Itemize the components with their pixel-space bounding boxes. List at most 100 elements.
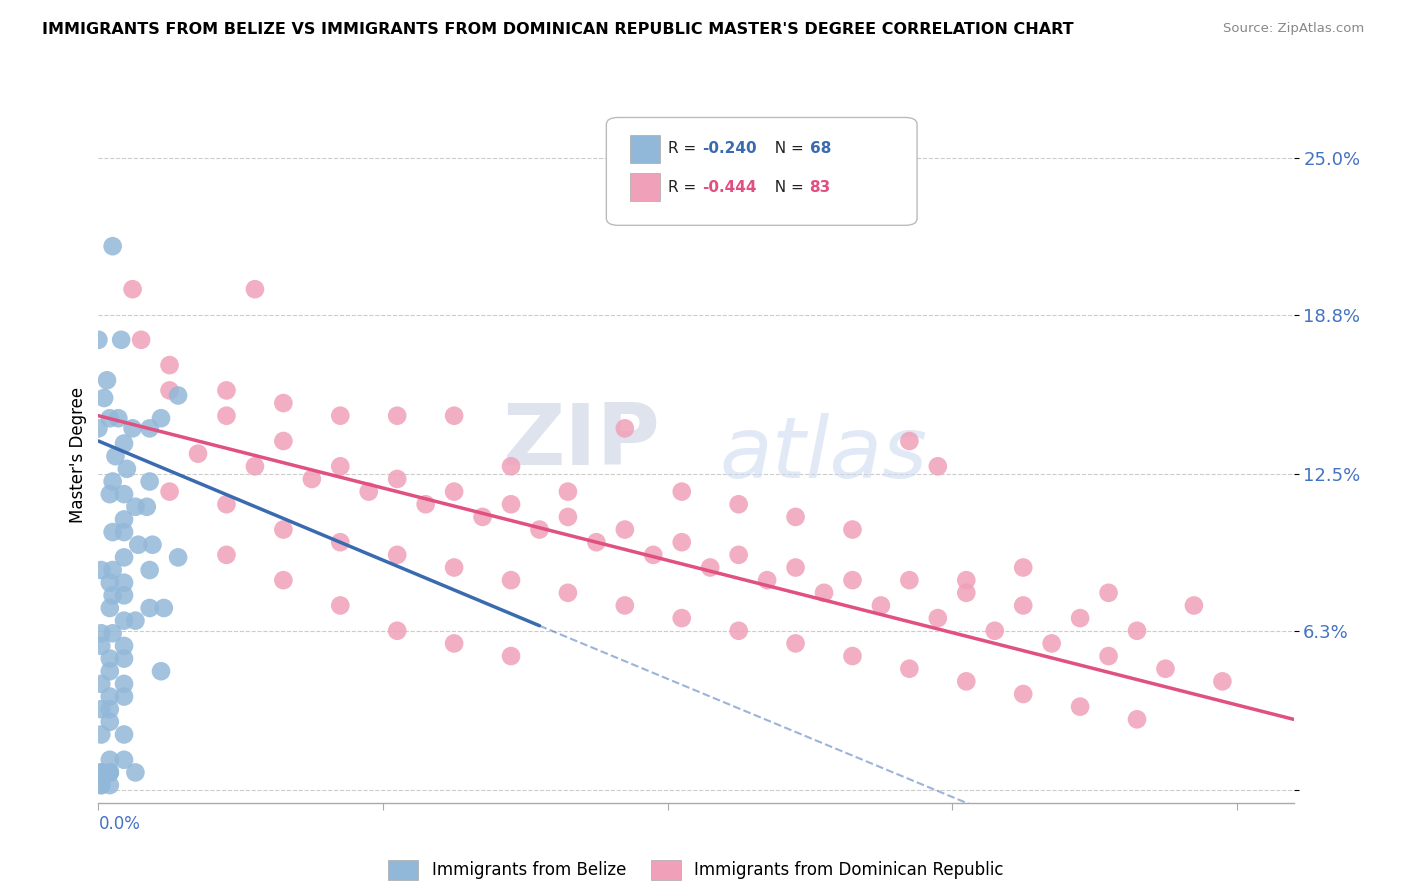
Point <box>385 409 409 423</box>
Point <box>1182 599 1205 613</box>
Point <box>127 538 149 552</box>
Point <box>90 765 112 780</box>
Point <box>112 651 135 665</box>
Point <box>187 447 209 461</box>
Point <box>927 459 949 474</box>
Legend: Immigrants from Belize, Immigrants from Dominican Republic: Immigrants from Belize, Immigrants from … <box>381 853 1011 887</box>
Bar <box>630 173 661 201</box>
Point <box>112 550 135 565</box>
Point <box>167 388 190 402</box>
Point <box>898 662 921 676</box>
Text: 0.0%: 0.0% <box>98 815 141 833</box>
Point <box>215 409 238 423</box>
Point <box>167 550 190 565</box>
Point <box>138 563 160 577</box>
Point <box>124 614 146 628</box>
Point <box>813 586 835 600</box>
Point <box>150 411 173 425</box>
Point <box>1012 560 1035 574</box>
Point <box>159 384 181 398</box>
Point <box>110 333 132 347</box>
Point <box>124 500 146 514</box>
Point <box>671 535 693 549</box>
Point <box>329 409 352 423</box>
Point <box>727 497 749 511</box>
Point <box>98 575 121 590</box>
Point <box>529 523 551 537</box>
Point <box>499 497 522 511</box>
Point <box>138 421 160 435</box>
Point <box>98 651 121 665</box>
Point <box>329 459 352 474</box>
Point <box>301 472 323 486</box>
Point <box>898 434 921 448</box>
Point <box>98 665 121 679</box>
Point <box>1069 611 1091 625</box>
Point <box>613 523 636 537</box>
Point <box>101 239 124 253</box>
Point <box>101 626 124 640</box>
Point <box>443 560 465 574</box>
Point <box>1126 712 1149 726</box>
Point <box>112 436 135 450</box>
Point <box>1126 624 1149 638</box>
Point <box>112 727 135 741</box>
Bar <box>630 135 661 162</box>
Point <box>273 434 295 448</box>
Point <box>112 487 135 501</box>
Point <box>112 512 135 526</box>
Point <box>785 509 807 524</box>
Point <box>90 727 112 741</box>
Point <box>98 487 121 501</box>
Text: R =: R = <box>668 179 702 194</box>
Text: -0.444: -0.444 <box>702 179 756 194</box>
Point <box>129 333 152 347</box>
Point <box>96 373 118 387</box>
Point <box>104 449 127 463</box>
Point <box>153 601 176 615</box>
Point <box>101 563 124 577</box>
Point <box>141 538 163 552</box>
Point <box>98 778 121 792</box>
Point <box>243 282 266 296</box>
Point <box>557 586 579 600</box>
Point <box>955 674 977 689</box>
Point <box>98 411 121 425</box>
Point <box>90 765 112 780</box>
Point <box>329 535 352 549</box>
Point <box>112 639 135 653</box>
Point <box>613 421 636 435</box>
Point <box>98 601 121 615</box>
Point <box>927 611 949 625</box>
Point <box>443 636 465 650</box>
Point <box>613 599 636 613</box>
Text: IMMIGRANTS FROM BELIZE VS IMMIGRANTS FROM DOMINICAN REPUBLIC MASTER'S DEGREE COR: IMMIGRANTS FROM BELIZE VS IMMIGRANTS FRO… <box>42 22 1074 37</box>
Point <box>841 573 863 587</box>
Y-axis label: Master's Degree: Master's Degree <box>69 387 87 523</box>
Point <box>112 575 135 590</box>
Point <box>273 573 295 587</box>
Point <box>841 523 863 537</box>
Point <box>870 599 893 613</box>
Point <box>1040 636 1063 650</box>
Point <box>101 475 124 489</box>
Point <box>785 560 807 574</box>
Text: -0.240: -0.240 <box>702 141 756 156</box>
Point <box>273 523 295 537</box>
Point <box>443 409 465 423</box>
Point <box>121 421 143 435</box>
Point <box>112 614 135 628</box>
Point <box>785 636 807 650</box>
FancyBboxPatch shape <box>606 118 917 226</box>
Point <box>385 472 409 486</box>
Point <box>93 391 115 405</box>
Point <box>112 525 135 540</box>
Point <box>1069 699 1091 714</box>
Point <box>90 778 112 792</box>
Point <box>98 765 121 780</box>
Point <box>135 500 157 514</box>
Point <box>983 624 1005 638</box>
Point <box>121 282 143 296</box>
Text: Source: ZipAtlas.com: Source: ZipAtlas.com <box>1223 22 1364 36</box>
Point <box>699 560 721 574</box>
